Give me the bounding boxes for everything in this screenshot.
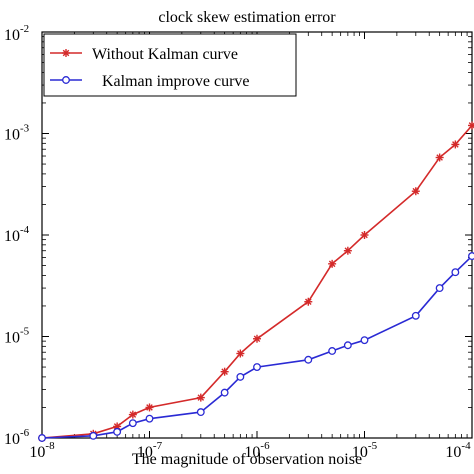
series-without-kalman-point-stroke xyxy=(146,404,153,411)
series-without-kalman-point-stroke xyxy=(197,394,205,401)
series-without-kalman-point-stroke xyxy=(237,350,244,357)
series-kalman-point xyxy=(89,431,98,440)
series-without-kalman-point-stroke xyxy=(412,187,420,195)
series-kalman-point xyxy=(304,355,313,364)
y-tick-label: 10-6 xyxy=(4,427,30,448)
series-without-kalman-point xyxy=(343,246,352,255)
series-kalman-point xyxy=(113,427,122,436)
series-kalman-point xyxy=(128,419,137,428)
series-without-kalman-point-stroke xyxy=(344,247,352,255)
series-without-kalman-point-stroke xyxy=(113,423,121,430)
series-without-kalman-point xyxy=(328,259,337,268)
series-kalman-point xyxy=(145,414,154,423)
series-without-kalman-point-stroke xyxy=(221,368,228,375)
y-tick-label: 10-5 xyxy=(4,326,30,347)
series-without-kalman-line xyxy=(41,124,473,439)
legend-kalman-label: Kalman improve curve xyxy=(102,73,250,90)
series-without-kalman-point-stroke xyxy=(328,260,336,268)
series-kalman-point xyxy=(468,252,474,261)
plot-area: 10-8 10-7 10-6 10-5 10-4 10-6 10-5 10-4 10-3 10-2… xyxy=(4,23,474,461)
series-without-kalman-point xyxy=(435,153,444,162)
series-without-kalman-point xyxy=(196,393,205,402)
legend-kalman-marker xyxy=(62,76,70,84)
series-kalman-point xyxy=(196,408,205,417)
series-kalman-point xyxy=(360,336,369,345)
legend-without-kalman-marker-stroke xyxy=(62,49,70,57)
series-kalman-point xyxy=(451,268,460,277)
series-kalman-point xyxy=(343,341,352,350)
series-without-kalman-point xyxy=(220,367,229,376)
series-kalman-point xyxy=(435,284,444,293)
series-without-kalman-point xyxy=(451,140,460,149)
y-tick-label: 10-4 xyxy=(4,224,30,245)
series-without-kalman-point xyxy=(360,231,369,239)
x-tick-label: 10-8 xyxy=(29,440,55,461)
legend: Without Kalman curve Kalman improve curve xyxy=(43,33,297,97)
series-kalman-point xyxy=(236,372,245,381)
series-without-kalman-point xyxy=(128,410,137,419)
x-tick-label: 10-7 xyxy=(137,440,163,461)
x-tick-label: 10-6 xyxy=(244,440,270,461)
chart-title: clock skew estimation error xyxy=(158,9,336,26)
series-without-kalman-point xyxy=(304,297,313,306)
legend-box xyxy=(43,33,297,97)
x-axis-label: The magnitude of observation noise xyxy=(132,451,362,468)
x-tick-label: 10-4 xyxy=(445,440,471,461)
series-kalman-line xyxy=(41,255,473,439)
series-kalman-point xyxy=(220,388,229,397)
legend-without-kalman-marker xyxy=(62,49,70,57)
series-kalman-point xyxy=(253,363,261,372)
series-kalman-point xyxy=(411,311,420,320)
series-without-kalman-point xyxy=(411,187,420,196)
series-without-kalman-point-stroke xyxy=(304,298,312,306)
series-without-kalman-point-stroke xyxy=(129,411,137,418)
series-kalman-point xyxy=(38,434,46,442)
series-without-kalman-point xyxy=(253,334,261,343)
legend-without-kalman-label: Without Kalman curve xyxy=(92,46,238,63)
series-without-kalman-point xyxy=(145,403,154,412)
series-without-kalman-point-stroke xyxy=(253,335,261,343)
series-without-kalman-point-stroke xyxy=(361,231,368,239)
series-kalman-point xyxy=(328,347,337,355)
y-tick-label: 10-2 xyxy=(4,23,29,44)
y-tick-label: 10-3 xyxy=(4,123,30,144)
series-without-kalman-point-stroke xyxy=(452,141,459,148)
series-without-kalman-point xyxy=(236,349,245,358)
x-tick-label: 10-5 xyxy=(352,440,378,461)
series-without-kalman-point-stroke xyxy=(436,154,443,161)
